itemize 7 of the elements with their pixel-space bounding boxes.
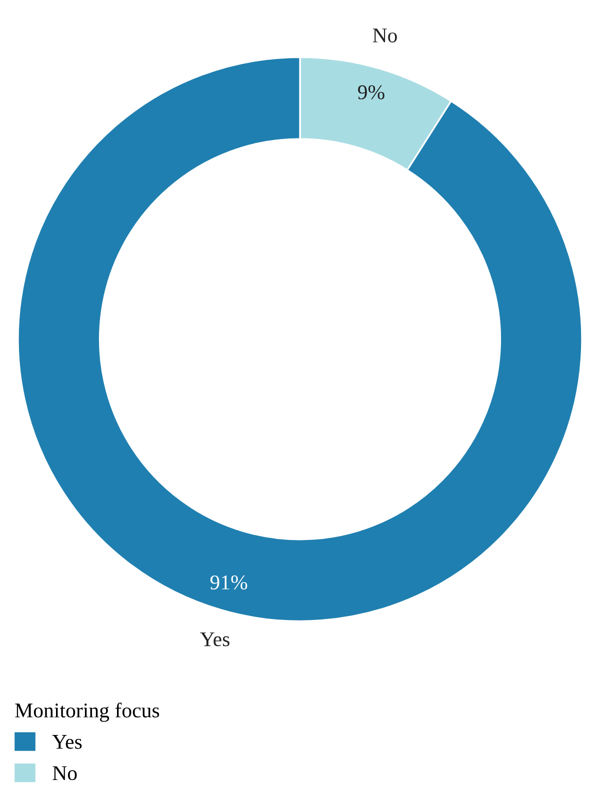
data-label: 9% (358, 85, 384, 100)
legend-label: Yes (52, 735, 82, 749)
legend-title: Monitoring focus (15, 702, 160, 722)
data-label: 91% (210, 575, 248, 590)
slice-label: No (372, 28, 397, 42)
slice-label: Yes (200, 632, 230, 646)
legend-label: No (52, 766, 77, 780)
